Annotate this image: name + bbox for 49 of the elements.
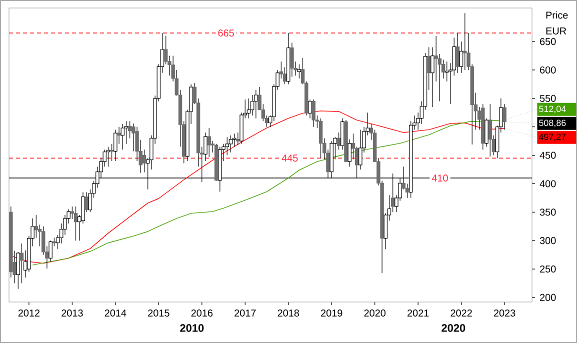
ref-line-label: 665 [218,29,234,37]
candlestick [120,124,124,150]
candlestick [456,32,460,74]
candlestick [312,99,316,128]
y-tick-label: 300 [540,237,556,244]
candlestick [290,42,294,78]
y-tick-label: 350 [540,208,556,216]
y-axis-title: Price [546,11,568,19]
text: EUR [546,28,566,34]
x-tick-label: 2021 [407,310,429,317]
y-tick-label: 550 [540,94,556,102]
y-tick-label: 650 [540,38,556,46]
ref-line-label: 445 [282,154,298,162]
candlestick [488,104,492,157]
candlestick [502,104,506,130]
y-tick-label: 200 [540,294,556,301]
candlestick [20,243,24,284]
candlestick [463,12,467,70]
data-label: 497,27 [538,134,566,142]
candlestick [114,129,118,162]
candlestick [340,118,344,150]
x-tick-label: 2012 [18,310,40,317]
data-label: 512,04 [539,106,566,114]
y-tick-label: 600 [540,66,556,74]
x-tick-label: 2017 [234,310,256,317]
x-tick-label: 2014 [104,310,126,317]
x-tick-label: 2019 [321,310,342,317]
y-tick-label: 450 [540,152,556,159]
x-tick-label: 2022 [450,310,472,317]
text: 2010 [180,324,204,332]
candlestick [246,98,251,119]
y-tick-label: 400 [540,180,556,188]
x-tick-label: 2018 [278,310,300,317]
candlestick [308,99,312,119]
candlestick [228,135,233,153]
candlestick [207,128,211,158]
candlestick [318,118,323,158]
annotation: 508,86 [539,120,566,128]
x-tick-label: 2013 [62,310,83,317]
candlestick [74,206,78,241]
y-tick-label: 250 [540,265,556,273]
candlestick [297,64,302,79]
text: 2020 [442,324,466,332]
x-tick-label: 2016 [191,310,213,317]
ref-line-label: 410 [432,174,448,182]
candlestick [254,90,258,119]
x-tick-label: 2015 [148,310,170,317]
x-tick-label: 2020 [364,310,386,317]
x-tick-label: 2023 [494,310,516,317]
